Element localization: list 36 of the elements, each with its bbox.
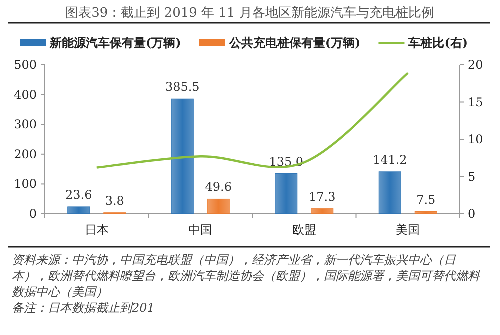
- bar: [311, 208, 334, 214]
- text: 资料来源：中汽协，中国充电联盟（中国），经济产业省，新一代汽车振兴中心（日本），欧洲替代燃料瞭望台，欧洲汽车制造协会（欧盟），国际能源署，美国可替代燃料数据中心（美国）: [12, 252, 482, 300]
- y2-tick-label: 20: [468, 58, 484, 72]
- y-tick-label: 100: [14, 177, 37, 192]
- legend-label: 新能源汽车保有量(万辆): [49, 36, 182, 50]
- data-label: 49.6: [205, 180, 232, 194]
- data-label: 17.3: [309, 190, 336, 204]
- y-tick-label: 400: [14, 88, 37, 102]
- bar: [275, 174, 298, 214]
- y-tick-label: 300: [14, 118, 37, 132]
- data-label: 23.6: [66, 188, 92, 202]
- text: 备注：日本数据截止到201: [12, 300, 156, 316]
- x-tick-label: 欧盟: [292, 223, 316, 237]
- x-tick-label: 中国: [188, 223, 213, 237]
- y-tick-label: 200: [14, 147, 37, 162]
- y2-tick-label: 0: [468, 207, 476, 221]
- data-label: 141.2: [372, 152, 408, 167]
- bar: [414, 212, 438, 214]
- line-series: [96, 72, 410, 169]
- data-label: 3.8: [105, 194, 124, 208]
- y2-tick-label: 15: [468, 95, 484, 110]
- legend-label: 车桩比(右): [408, 36, 468, 50]
- y-tick-label: 0: [29, 207, 37, 221]
- y2-tick-label: 5: [468, 170, 476, 184]
- bar: [207, 198, 230, 214]
- data-label: 7.5: [416, 192, 436, 207]
- y2-tick-label: 10: [468, 132, 484, 146]
- x-tick-label: 美国: [396, 223, 420, 237]
- bar: [171, 98, 194, 214]
- bar: [378, 172, 402, 214]
- y-tick-label: 500: [14, 58, 37, 72]
- legend-label: 公共充电桩保有量(万辆): [228, 36, 361, 50]
- data-label: 385.5: [165, 80, 200, 94]
- x-tick-label: 日本: [84, 223, 109, 237]
- bar: [68, 206, 90, 214]
- chart-title: 图表39：截止到 2019 年 11 月各地区新能源汽车与充电桩比例: [66, 6, 434, 21]
